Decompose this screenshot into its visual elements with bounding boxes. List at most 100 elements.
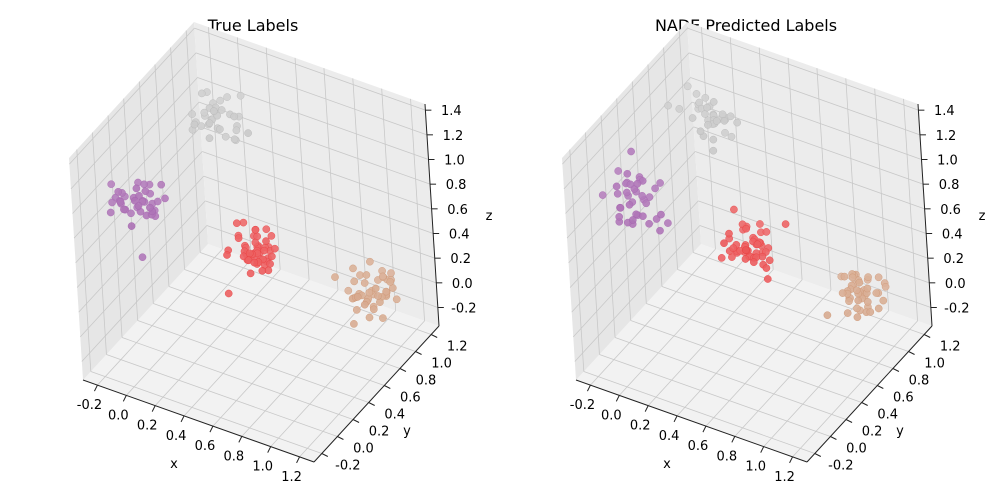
x-tick-mark — [731, 436, 736, 443]
scatter-point — [230, 135, 239, 144]
scatter-point — [864, 298, 872, 306]
scatter-point — [127, 222, 136, 230]
scatter-point — [379, 314, 387, 322]
x-tick-mark — [644, 405, 649, 412]
x-tick-label: 0.4 — [166, 429, 187, 444]
z-grid-line — [699, 225, 931, 308]
scatter-point — [683, 82, 692, 91]
scatter-point — [742, 224, 751, 233]
scatter-point — [387, 269, 395, 277]
y-tick-mark — [430, 334, 438, 338]
y-tick-mark — [908, 351, 915, 355]
x-tick-label: 0.6 — [195, 439, 216, 454]
x-grid-line — [903, 98, 918, 321]
scatter-point — [350, 320, 358, 328]
y-grid-line — [123, 98, 139, 321]
scatter-point — [344, 286, 353, 295]
z-tick-label: 1.4 — [441, 104, 462, 119]
scatter-point — [140, 180, 148, 189]
z-axis-line — [424, 103, 440, 327]
scatter-point — [267, 232, 276, 240]
x-tick-mark — [209, 425, 214, 433]
y-grid-line — [678, 30, 694, 253]
scatter-point — [718, 110, 727, 119]
scatter-point — [221, 132, 230, 141]
z-grid-line — [195, 52, 428, 136]
scatter-point — [762, 228, 771, 236]
grid-lines — [69, 27, 438, 458]
scatter-point — [258, 266, 267, 275]
scatter-point — [260, 246, 269, 255]
x-tick-label: 0.0 — [601, 408, 622, 423]
y-tick-label: 0.0 — [353, 442, 374, 457]
x-grid-line — [241, 300, 368, 437]
y-axis-label: y — [403, 424, 411, 439]
scatter-point — [750, 258, 758, 267]
scatter-point — [386, 278, 395, 286]
scatter-point — [709, 98, 718, 106]
y-grid-line — [107, 115, 123, 338]
z-axis-label: z — [486, 209, 493, 224]
x-grid-line — [323, 68, 339, 291]
z-tick-label: 1.4 — [934, 104, 955, 119]
y-grid-line — [583, 371, 815, 454]
nade-predicted-labels-panel: NADE Predicted Labels -0.20.00.20.40.60.… — [562, 16, 986, 485]
scatter-point — [217, 106, 226, 114]
x-grid-line — [705, 289, 832, 427]
x-tick-label: 0.4 — [659, 429, 680, 444]
z-grid-line — [206, 225, 438, 308]
z-grid-line — [79, 200, 206, 338]
x-grid-line — [619, 259, 745, 396]
scatter-point — [642, 199, 651, 208]
z-tick-label: 1.2 — [443, 129, 464, 144]
x-tick-mark — [93, 384, 98, 392]
y-grid-line — [693, 252, 925, 335]
floor-pane — [576, 244, 932, 462]
scatter-point — [230, 112, 238, 121]
z-grid-line — [690, 77, 922, 160]
y-grid-line — [168, 286, 401, 369]
scatter-point — [246, 269, 255, 278]
y-grid-line — [646, 303, 878, 386]
scatter-point — [872, 289, 881, 297]
scatter-point — [863, 284, 872, 293]
y-grid-line — [184, 269, 416, 352]
scatter-point — [223, 93, 231, 101]
z-grid-line — [563, 52, 690, 190]
y-tick-label: 1.2 — [940, 340, 961, 355]
z-tick-label: 0.4 — [449, 228, 470, 243]
x-grid-line — [590, 248, 716, 386]
x-tick-label: 0.8 — [716, 449, 737, 464]
y-tick-label: 0.2 — [369, 425, 390, 440]
x-tick-label: 1.2 — [774, 470, 795, 485]
z-grid-line — [571, 175, 698, 313]
tick-labels: -0.2 0.0 0.2 0.4 0.6 0.8 1.0 1.2 -0.2 0.0 0.2 0.4 0.… — [570, 104, 970, 485]
y-grid-line — [569, 149, 585, 372]
x-tick-label: 1.0 — [745, 460, 766, 475]
y-grid-line — [661, 286, 894, 369]
scatter-point — [664, 219, 672, 227]
scatter-point — [378, 272, 387, 281]
y-grid-line — [185, 30, 201, 253]
scatter-point — [244, 129, 252, 137]
y-tick-mark — [399, 368, 407, 372]
scatter-point — [188, 110, 196, 118]
scatter-point — [843, 309, 852, 317]
scatter-point — [704, 121, 712, 129]
x-grid-line — [676, 279, 803, 417]
y-grid-line — [614, 337, 847, 420]
scatter-point — [262, 225, 271, 233]
scatter-point — [360, 300, 369, 309]
scatter-point — [362, 271, 371, 279]
scatter-point — [864, 273, 872, 281]
y-tick-label: 0.4 — [877, 408, 898, 423]
scatter-point — [234, 234, 243, 242]
scatter-point — [374, 292, 382, 300]
scatter-point — [153, 197, 162, 206]
y-tick-label: 0.4 — [384, 408, 405, 423]
scatter-point — [366, 257, 374, 266]
scatter-point — [205, 119, 214, 127]
x-grid-line — [352, 78, 368, 301]
x-tick-mark — [586, 384, 591, 392]
